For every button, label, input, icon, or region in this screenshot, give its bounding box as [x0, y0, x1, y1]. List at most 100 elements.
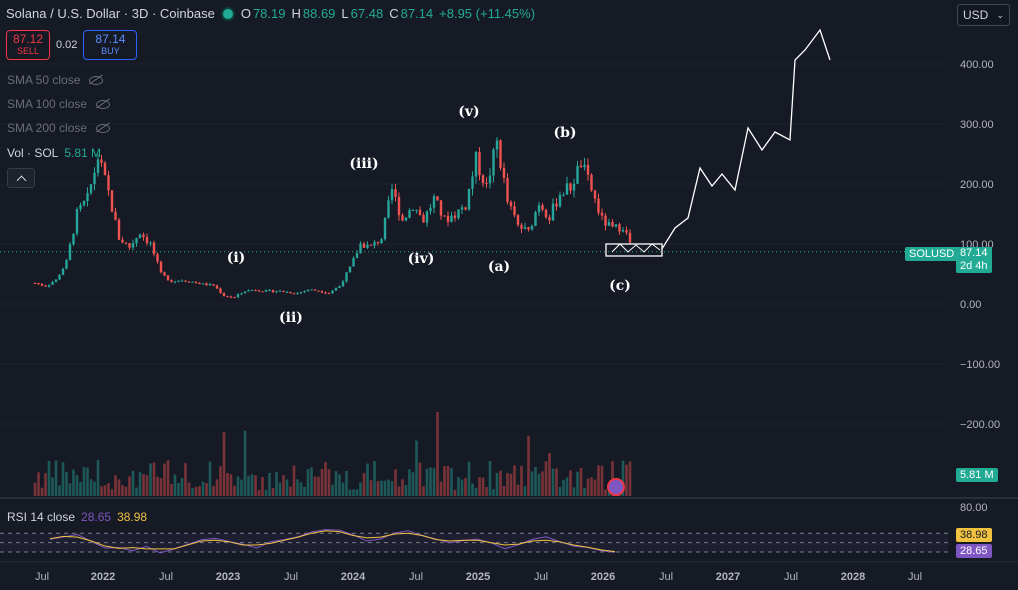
volume-bar — [383, 480, 387, 496]
ohlc-close: C 87.14 — [389, 6, 434, 21]
volume-bar — [40, 487, 44, 496]
price-change: +8.95 (+11.45%) — [439, 6, 536, 21]
candle-body — [68, 244, 72, 261]
candle-body — [390, 189, 394, 201]
volume-bar — [404, 484, 408, 496]
candle-body — [516, 215, 520, 225]
indicator-sma100[interactable]: SMA 100 close — [7, 97, 111, 111]
collapse-legend-button[interactable] — [7, 168, 35, 188]
volume-bar — [149, 463, 152, 496]
wave-label: (v) — [458, 104, 479, 120]
volume-bar — [268, 472, 271, 496]
candle-body — [551, 203, 555, 221]
candle-body — [621, 230, 625, 232]
wave-label: (iv) — [408, 251, 435, 267]
volume-bar — [163, 463, 166, 496]
candle-body — [478, 151, 481, 176]
symbol-header: Solana / U.S. Dollar · 3D · Coinbase O 78… — [6, 6, 535, 21]
volume-tag: 5.81 M — [956, 468, 998, 482]
volume-legend[interactable]: Vol · SOL 5.81 M — [7, 146, 102, 160]
wave-label: (a) — [488, 259, 510, 275]
volume-bar — [100, 486, 103, 496]
indicator-sma200[interactable]: SMA 200 close — [7, 121, 111, 135]
projection-drawing — [661, 28, 831, 250]
hidden-eye-icon[interactable] — [95, 98, 111, 110]
hidden-eye-icon[interactable] — [88, 74, 104, 86]
sell-button[interactable]: 87.12 SELL — [6, 30, 50, 60]
volume-bar — [604, 489, 607, 496]
symbol-price-tag: SOLUSD — [905, 247, 959, 261]
candle-body — [334, 288, 338, 291]
candle-body — [110, 190, 114, 212]
candle-body — [156, 254, 159, 262]
y-tick-label: 0.00 — [960, 299, 981, 311]
candle-body — [124, 242, 128, 244]
candle-body — [240, 293, 243, 295]
candle-body — [579, 165, 583, 168]
candle-body — [572, 183, 576, 191]
volume-bar — [250, 474, 254, 496]
volume-bar — [628, 461, 632, 496]
candle-body — [618, 224, 621, 232]
volume-bar — [436, 411, 439, 496]
volume-bar — [359, 482, 362, 496]
currency-select[interactable]: USD ⌄ — [957, 4, 1010, 26]
candle-body — [170, 280, 173, 283]
candle-body — [233, 297, 236, 299]
rsi-legend[interactable]: RSI 14 close 28.65 38.98 — [7, 510, 148, 524]
volume-bar — [152, 462, 156, 496]
volume-bar — [453, 489, 457, 496]
volume-bar — [247, 476, 250, 496]
volume-bar — [565, 477, 569, 496]
candle-body — [289, 291, 292, 294]
candle-body — [460, 207, 464, 210]
candle-body — [58, 274, 61, 280]
x-tick-label: Jul — [908, 571, 922, 583]
indicator-sma50[interactable]: SMA 50 close — [7, 73, 104, 87]
candle-body — [194, 281, 198, 283]
volume-bar — [191, 488, 194, 496]
candle-body — [86, 193, 89, 202]
candle-body — [184, 280, 187, 282]
volume-bar — [37, 472, 40, 496]
candle-body — [485, 183, 488, 185]
candle-body — [313, 289, 317, 291]
volume-bar — [229, 474, 233, 496]
candle-body — [369, 244, 373, 246]
volume-bar — [135, 487, 138, 496]
volume-bar — [177, 483, 180, 496]
volume-bar — [236, 476, 240, 496]
volume-bar — [138, 471, 142, 496]
volume-bar — [292, 465, 296, 496]
symbol-title[interactable]: Solana / U.S. Dollar · 3D · Coinbase — [6, 6, 215, 21]
hidden-eye-icon[interactable] — [95, 122, 111, 134]
volume-bar — [520, 465, 523, 496]
volume-bar — [387, 479, 390, 496]
volume-bar — [439, 481, 443, 496]
candle-body — [303, 290, 306, 293]
candle-body — [222, 293, 226, 297]
volume-bar — [572, 487, 576, 496]
volume-bar — [397, 486, 401, 496]
volume-bar — [541, 471, 544, 496]
volume-bar — [131, 470, 135, 496]
x-tick-label: 2026 — [591, 571, 615, 583]
buy-button[interactable]: 87.14 BUY — [83, 30, 138, 60]
volume-bar — [443, 466, 446, 496]
candle-body — [236, 294, 240, 298]
volume-bar — [166, 460, 170, 496]
volume-bar — [457, 477, 460, 496]
volume-bar — [394, 469, 397, 496]
volume-bar — [103, 485, 107, 496]
rsi-tag: 28.65 — [956, 544, 992, 558]
candle-body — [345, 272, 348, 282]
volume-bar — [362, 473, 366, 496]
candle-body — [320, 291, 324, 293]
volume-bar — [170, 483, 173, 496]
last-price-tag: 87.14 2d 4h — [956, 247, 992, 273]
candle-body — [145, 237, 149, 243]
candle-body — [229, 296, 233, 298]
candle-body — [338, 286, 341, 289]
x-tick-label: 2024 — [341, 571, 366, 583]
